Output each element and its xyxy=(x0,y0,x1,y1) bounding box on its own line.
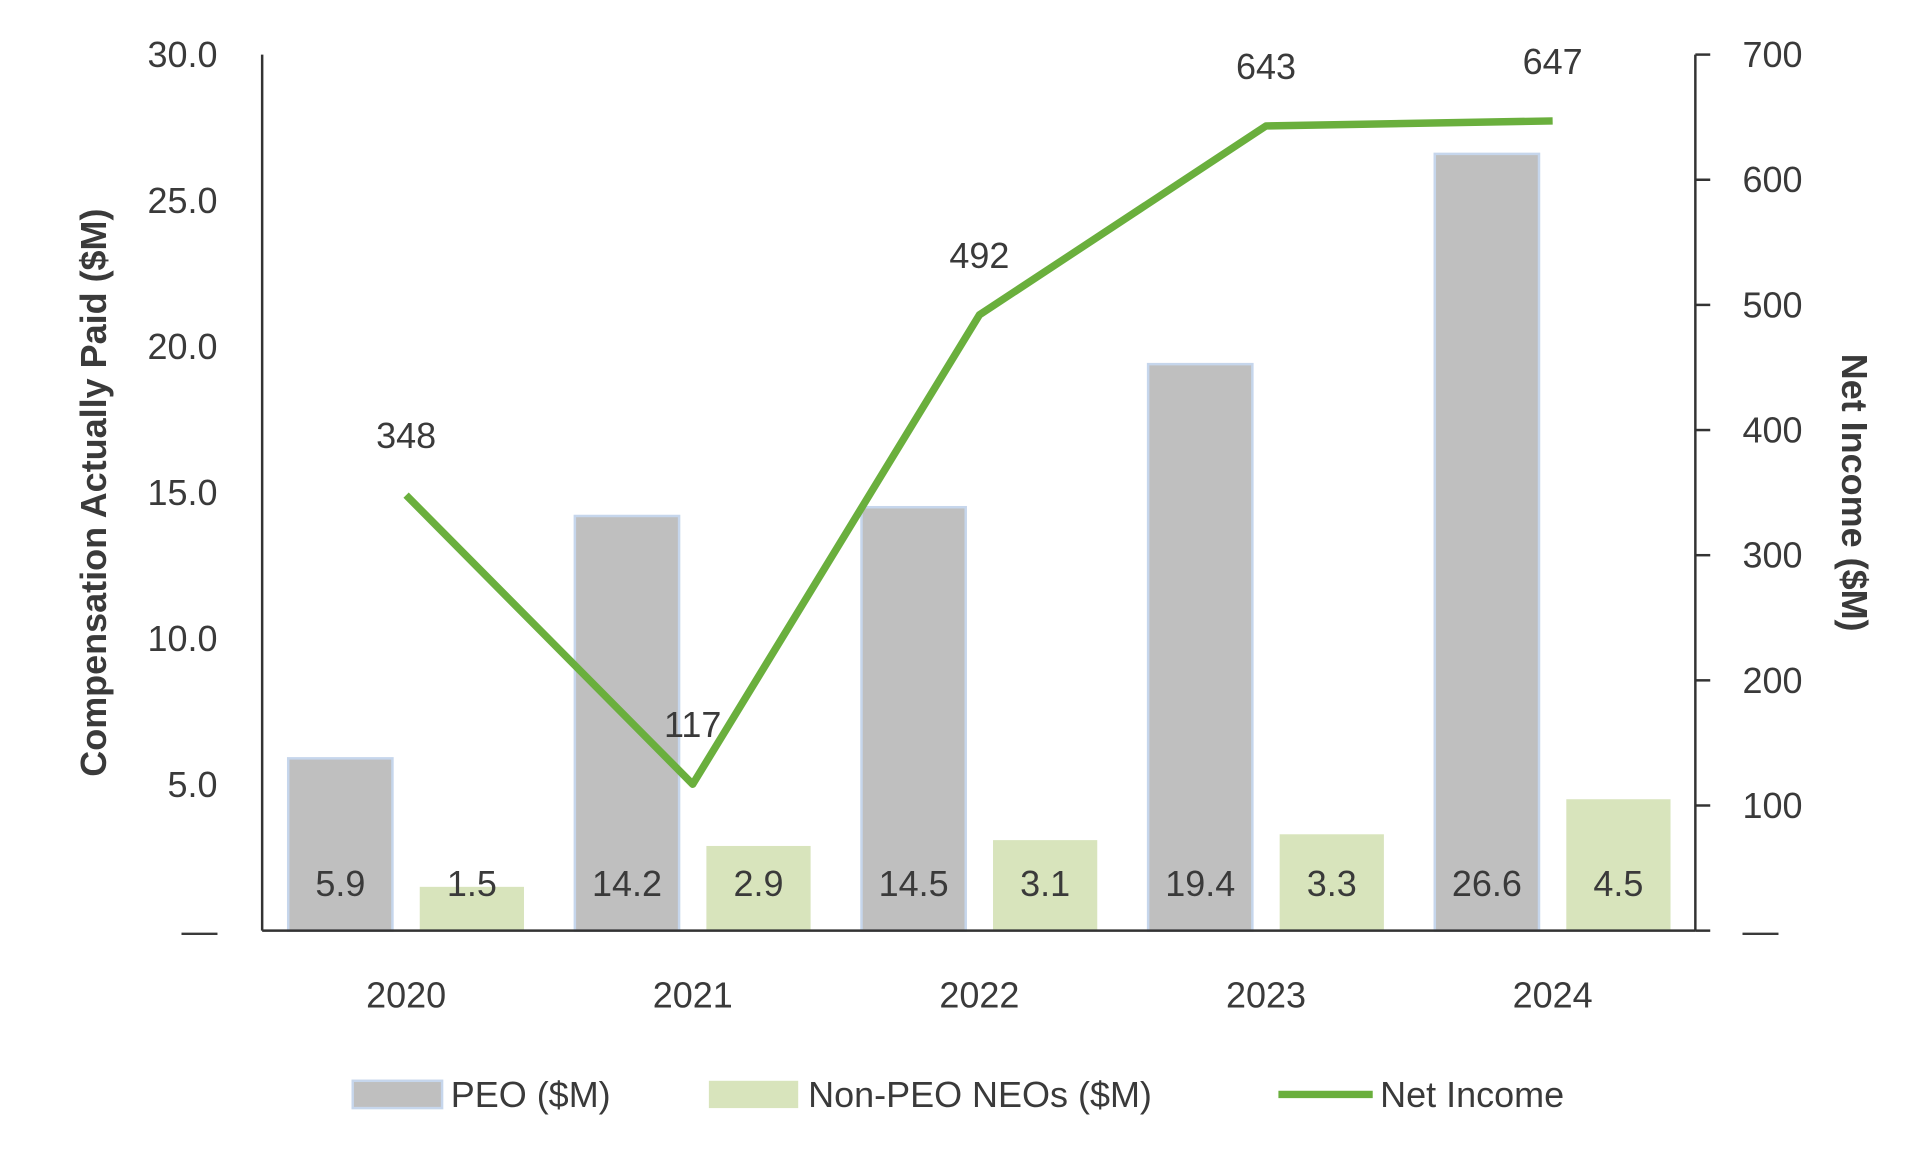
legend: PEO ($M) Non-PEO NEOs ($M) Net Income xyxy=(351,1074,1564,1115)
legend-swatch-peo xyxy=(351,1079,444,1110)
y-tick-label: 30.0 xyxy=(147,34,217,75)
peo-bar xyxy=(860,505,967,932)
non-peo-bar xyxy=(1279,834,1384,931)
peo-bar-label: 26.6 xyxy=(1452,863,1522,904)
non-peo-bar-label: 3.1 xyxy=(1020,863,1070,904)
bars: 5.9 1.5 14.2 2.9 14.5 3.1 19.4 3.3 26.6 4.5 xyxy=(286,152,1671,932)
x-tick-label: 2020 xyxy=(366,975,446,1016)
legend-label-net-income: Net Income xyxy=(1380,1074,1564,1115)
peo-bar-label: 14.5 xyxy=(879,863,949,904)
y-tick-label: 25.0 xyxy=(147,180,217,221)
net-income-label: 643 xyxy=(1236,46,1296,87)
y2-tick-label: 600 xyxy=(1743,159,1803,200)
non-peo-bar-label: 1.5 xyxy=(447,863,497,904)
peo-bar xyxy=(1433,152,1541,932)
peo-bar-label: 19.4 xyxy=(1165,863,1235,904)
non-peo-bar-label: 3.3 xyxy=(1307,863,1357,904)
peo-bar-label: 5.9 xyxy=(315,863,365,904)
non-peo-bar xyxy=(993,840,1098,931)
y-tick-label: — xyxy=(182,910,218,951)
x-tick-label: 2021 xyxy=(653,975,733,1016)
y2-tick-label: 700 xyxy=(1743,34,1803,75)
x-tick-label: 2024 xyxy=(1513,975,1593,1016)
peo-bar-label: 14.2 xyxy=(592,863,662,904)
net-income-label: 117 xyxy=(664,704,721,745)
peo-bar xyxy=(1146,362,1254,932)
net-income-label: 647 xyxy=(1523,41,1583,82)
non-peo-bar xyxy=(706,845,811,931)
y2-tick-label: 100 xyxy=(1743,785,1803,826)
y-tick-label: 15.0 xyxy=(147,472,217,513)
legend-label-non-peo: Non-PEO NEOs ($M) xyxy=(808,1074,1152,1115)
non-peo-bar xyxy=(419,886,524,931)
net-income-line: 348 117 492 643 647 xyxy=(376,41,1583,788)
y2-tick-label: 200 xyxy=(1743,660,1803,701)
net-income-label: 492 xyxy=(949,235,1009,276)
y2-tick-label: — xyxy=(1743,910,1779,951)
y2-axis-title: Net Income ($M) xyxy=(1834,354,1875,632)
peo-bar xyxy=(286,757,394,932)
net-income-label: 348 xyxy=(376,415,436,456)
legend-label-peo: PEO ($M) xyxy=(451,1074,611,1115)
non-peo-bar xyxy=(1566,799,1671,931)
y2-tick-label: 300 xyxy=(1743,535,1803,576)
x-tick-label: 2022 xyxy=(939,975,1019,1016)
non-peo-bar-label: 4.5 xyxy=(1593,863,1643,904)
y-tick-label: 5.0 xyxy=(167,764,217,805)
non-peo-bar-label: 2.9 xyxy=(733,863,783,904)
y-tick-label: 20.0 xyxy=(147,326,217,367)
x-tick-label: 2023 xyxy=(1226,975,1306,1016)
axes: 2020 2021 2022 2023 2024 — 5.0 10.0 15.0 20.0 25.0… xyxy=(147,34,1802,1016)
legend-swatch-non-peo xyxy=(708,1080,799,1109)
y2-tick-label: 400 xyxy=(1743,409,1803,450)
net-income-path xyxy=(403,117,1553,788)
y-axis-title: Compensation Actually Paid ($M) xyxy=(73,208,114,776)
y2-tick-label: 500 xyxy=(1743,284,1803,325)
y-tick-label: 10.0 xyxy=(147,618,217,659)
